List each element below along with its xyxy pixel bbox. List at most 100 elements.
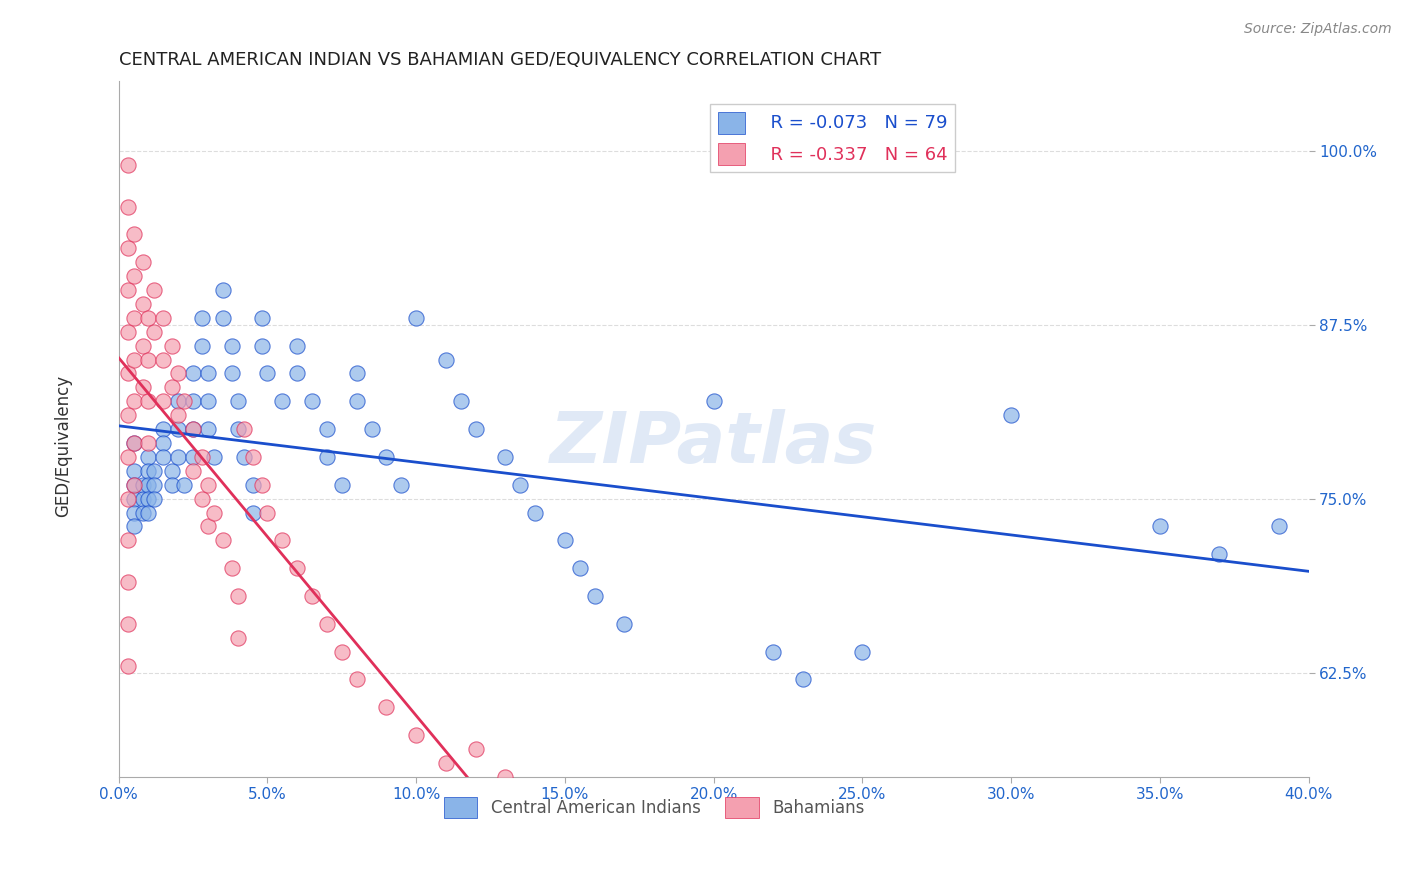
Point xyxy=(191,338,214,352)
Point xyxy=(554,533,576,548)
Point xyxy=(464,742,486,756)
Point xyxy=(301,394,323,409)
Point xyxy=(1149,519,1171,533)
Point xyxy=(346,673,368,687)
Point xyxy=(143,283,166,297)
Point xyxy=(792,673,814,687)
Point xyxy=(152,310,174,325)
Point xyxy=(143,325,166,339)
Point xyxy=(131,297,153,311)
Point xyxy=(143,491,166,506)
Point xyxy=(191,310,214,325)
Point xyxy=(316,616,339,631)
Point xyxy=(131,338,153,352)
Point xyxy=(762,645,785,659)
Point xyxy=(131,255,153,269)
Point xyxy=(221,338,243,352)
Point xyxy=(568,561,591,575)
Point xyxy=(117,450,139,464)
Point xyxy=(202,506,225,520)
Point xyxy=(117,533,139,548)
Point xyxy=(167,450,190,464)
Point xyxy=(464,422,486,436)
Point xyxy=(285,367,308,381)
Point xyxy=(285,338,308,352)
Point xyxy=(138,477,160,491)
Point xyxy=(138,491,160,506)
Point xyxy=(138,506,160,520)
Point xyxy=(242,477,264,491)
Point xyxy=(226,422,249,436)
Point xyxy=(250,310,273,325)
Point xyxy=(197,394,219,409)
Text: Source: ZipAtlas.com: Source: ZipAtlas.com xyxy=(1244,22,1392,37)
Point xyxy=(226,394,249,409)
Point xyxy=(1208,547,1230,561)
Point xyxy=(271,533,294,548)
Point xyxy=(122,491,145,506)
Point xyxy=(117,241,139,255)
Point xyxy=(316,422,339,436)
Point xyxy=(434,756,457,770)
Point xyxy=(285,561,308,575)
Point xyxy=(131,477,153,491)
Point xyxy=(138,464,160,478)
Point xyxy=(197,367,219,381)
Point xyxy=(152,352,174,367)
Point xyxy=(117,616,139,631)
Point xyxy=(122,477,145,491)
Point xyxy=(152,436,174,450)
Point xyxy=(181,367,204,381)
Point xyxy=(122,227,145,242)
Point xyxy=(167,367,190,381)
Point xyxy=(330,645,353,659)
Point xyxy=(162,477,184,491)
Point xyxy=(232,450,254,464)
Point xyxy=(221,367,243,381)
Point xyxy=(167,408,190,422)
Point xyxy=(316,450,339,464)
Point xyxy=(152,394,174,409)
Point xyxy=(242,450,264,464)
Point xyxy=(509,477,531,491)
Point xyxy=(450,394,472,409)
Point xyxy=(434,352,457,367)
Point xyxy=(211,533,233,548)
Point xyxy=(524,506,547,520)
Point xyxy=(131,506,153,520)
Point xyxy=(226,631,249,645)
Point xyxy=(122,352,145,367)
Point xyxy=(613,616,636,631)
Point xyxy=(221,561,243,575)
Point xyxy=(117,158,139,172)
Point xyxy=(703,394,725,409)
Point xyxy=(122,506,145,520)
Point xyxy=(117,491,139,506)
Point xyxy=(117,325,139,339)
Point xyxy=(131,380,153,394)
Point xyxy=(181,422,204,436)
Point xyxy=(405,728,427,742)
Point xyxy=(122,269,145,284)
Point xyxy=(122,394,145,409)
Point xyxy=(250,477,273,491)
Point xyxy=(226,589,249,603)
Point xyxy=(117,658,139,673)
Point xyxy=(256,506,278,520)
Point xyxy=(173,394,195,409)
Point xyxy=(191,450,214,464)
Point xyxy=(250,338,273,352)
Point xyxy=(197,519,219,533)
Point xyxy=(117,200,139,214)
Point xyxy=(346,367,368,381)
Point xyxy=(346,394,368,409)
Point xyxy=(143,477,166,491)
Point xyxy=(256,367,278,381)
Point xyxy=(122,436,145,450)
Point xyxy=(162,380,184,394)
Point xyxy=(117,283,139,297)
Point xyxy=(152,450,174,464)
Point xyxy=(1268,519,1291,533)
Point xyxy=(167,394,190,409)
Point xyxy=(202,450,225,464)
